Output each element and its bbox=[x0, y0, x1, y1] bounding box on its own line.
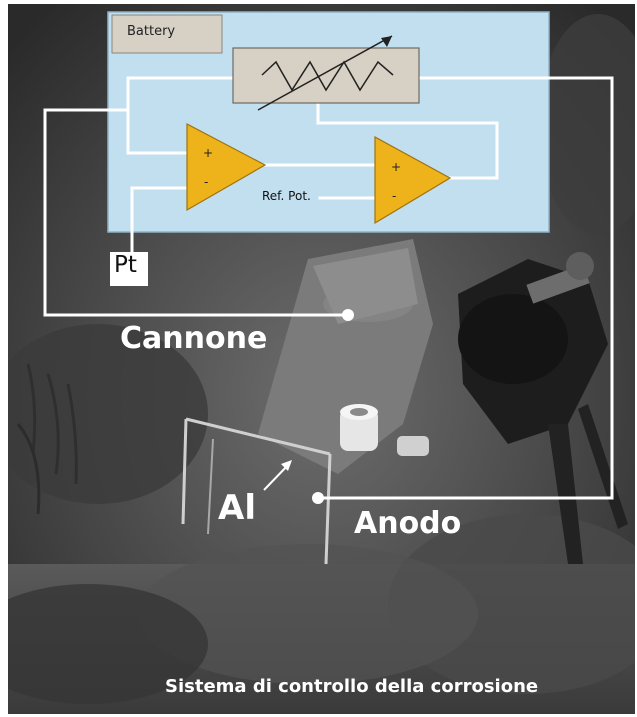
op-amp-2 bbox=[374, 135, 452, 225]
variable-arrow-head bbox=[381, 36, 392, 47]
op-amp-2-minus-sign: - bbox=[392, 189, 397, 203]
op-amp-1-minus-sign: - bbox=[204, 175, 209, 189]
cannone-label: Cannone bbox=[120, 321, 268, 356]
battery-tab bbox=[111, 14, 223, 54]
op-amp-2-plus-sign: + bbox=[391, 160, 402, 174]
anodo-label: Anodo bbox=[354, 506, 462, 541]
anodo-junction bbox=[312, 492, 324, 504]
variable-resistor bbox=[232, 47, 420, 104]
pt-electrode-label: Pt bbox=[114, 252, 137, 278]
resistor-zigzag bbox=[261, 60, 394, 92]
cannone-junction bbox=[342, 309, 354, 321]
variable-arrow bbox=[257, 35, 393, 111]
al-pointer-arrow-head bbox=[281, 460, 292, 471]
op-amp-1 bbox=[186, 123, 267, 212]
battery-label: Battery bbox=[127, 24, 176, 39]
wires bbox=[43, 76, 614, 500]
op-amp-1-plus-sign: + bbox=[203, 146, 214, 160]
al-label: Al bbox=[218, 488, 256, 528]
pt-electrode-box bbox=[110, 252, 148, 286]
ref-pot-label: Ref. Pot. bbox=[262, 189, 311, 203]
figure-caption: Sistema di controllo della corrosione bbox=[165, 676, 539, 697]
